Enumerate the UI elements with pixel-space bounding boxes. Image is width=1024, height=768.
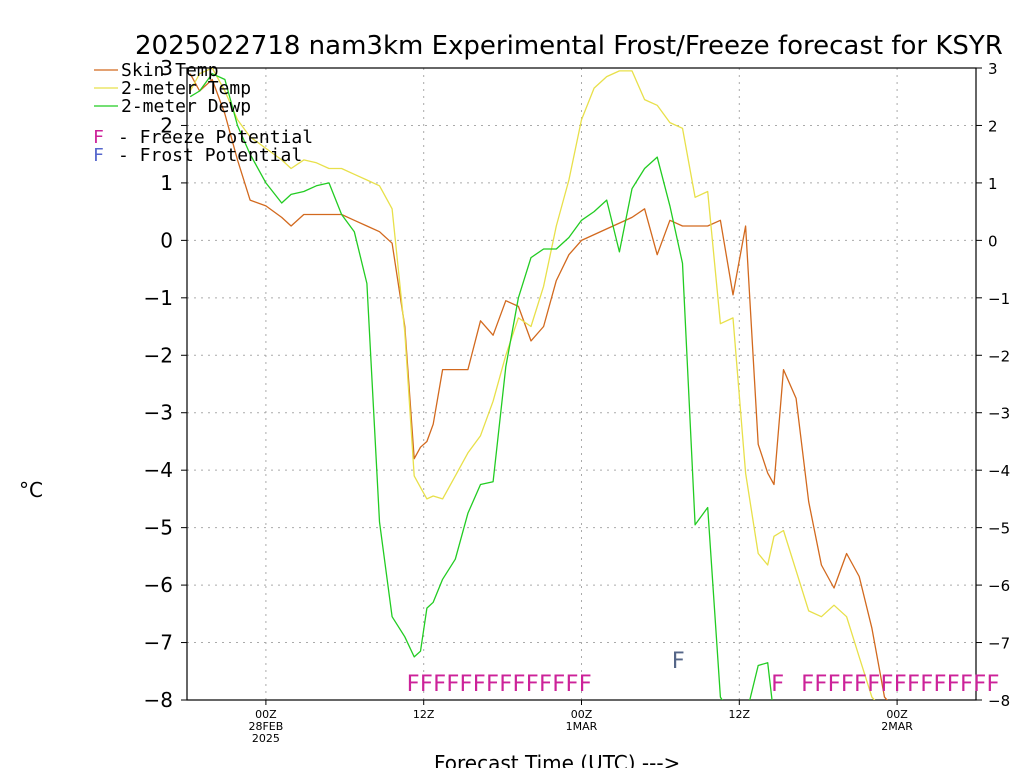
x-axis-label: Forecast Time (UTC) ---> — [434, 751, 680, 768]
x-tick-label: 2025 — [252, 732, 280, 745]
x-tick-label: 1MAR — [566, 720, 598, 733]
y-tick-label-right: 1 — [988, 175, 998, 193]
y-tick-label-right: 3 — [988, 60, 998, 78]
y-tick-label-right: −1 — [988, 290, 1010, 308]
y-tick-label: 1 — [160, 171, 173, 195]
y-tick-label: 0 — [160, 228, 173, 252]
x-tick-label: 12Z — [413, 708, 435, 721]
potential-marker: F — [671, 649, 684, 674]
legend-potential-label: - Frost Potential — [118, 145, 302, 166]
x-tick-label: 00Z — [255, 708, 277, 721]
y-tick-label-right: 0 — [988, 232, 998, 250]
y-tick-label-right: 2 — [988, 117, 998, 135]
y-tick-label: 2 — [160, 113, 173, 137]
potential-marker: F — [771, 672, 784, 697]
legend-label: 2-meter Temp — [121, 78, 251, 99]
y-tick-label: 3 — [160, 56, 173, 80]
y-tick-label: −7 — [144, 631, 173, 655]
y-tick-label-right: −8 — [988, 692, 1010, 710]
potential-marker: FFFFFFFFFFFFFF — [406, 672, 591, 697]
legend-potential-letter: F — [93, 145, 104, 166]
legend-label: Skin Temp — [121, 60, 219, 81]
y-tick-label: −1 — [144, 286, 173, 310]
series-line-2-meter-temp — [189, 68, 876, 700]
y-tick-label: −5 — [144, 516, 173, 540]
y-tick-label: −6 — [144, 573, 173, 597]
grid-lines — [187, 68, 976, 700]
x-tick-label: 00Z — [886, 708, 908, 721]
chart-title: 2025022718 nam3km Experimental Frost/Fre… — [135, 31, 1003, 61]
series-line-2-meter-dewp — [189, 73, 773, 700]
y-tick-label: −4 — [144, 458, 173, 482]
legend-label: 2-meter Dewp — [121, 96, 251, 117]
legend-potential-label: - Freeze Potential — [118, 127, 313, 148]
y-axis-label: °C — [19, 478, 43, 502]
legend-potential-letter: F — [93, 127, 104, 148]
y-tick-label-right: −3 — [988, 405, 1010, 423]
y-tick-label-right: −7 — [988, 635, 1010, 653]
axis-ticks: 3 3 2 2 1 1 0 0 −1 −1 −2 −2 −3 −3 −4 −4 −5 −5 −6 −6 −7 −7 −8 −8… — [144, 56, 1011, 745]
y-tick-label: −8 — [144, 688, 173, 712]
x-tick-label: 2MAR — [881, 720, 913, 733]
x-tick-label: 12Z — [729, 708, 751, 721]
series-lines — [189, 68, 888, 700]
y-tick-label-right: −4 — [988, 462, 1010, 480]
potential-marker: FFFFFFFFFFFFFFF — [801, 672, 1000, 697]
series-line-skin-temp — [189, 73, 888, 700]
y-tick-label: −2 — [144, 343, 173, 367]
y-tick-label-right: −5 — [988, 520, 1010, 538]
x-tick-label: 00Z — [571, 708, 593, 721]
y-tick-label-right: −6 — [988, 577, 1010, 595]
y-tick-label-right: −2 — [988, 347, 1010, 365]
x-tick-label: 28FEB — [248, 720, 283, 733]
y-tick-label: −3 — [144, 401, 173, 425]
